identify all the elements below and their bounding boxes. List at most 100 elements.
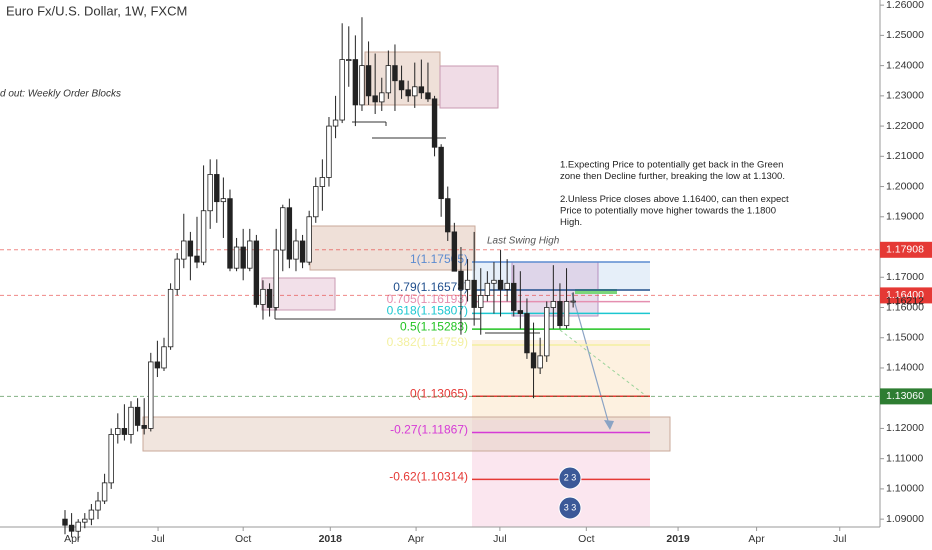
candle-body <box>121 428 128 435</box>
price-tag <box>880 241 932 258</box>
y-tick-label: 1.12000 <box>886 422 924 434</box>
x-tick-label: Jul <box>493 533 506 545</box>
y-tick-label: 1.14000 <box>886 362 924 374</box>
candle-body <box>385 65 392 94</box>
fib-label: 0(1.13065) <box>410 386 468 400</box>
candle-body <box>194 255 200 263</box>
x-tick-label: Apr <box>64 533 81 545</box>
chart-title: Euro Fx/U.S. Dollar, 1W, FXCM <box>6 3 187 18</box>
candle-body <box>273 249 279 308</box>
y-tick-label: 1.23000 <box>886 90 924 102</box>
candle-body <box>101 482 108 502</box>
candle-body <box>141 425 147 429</box>
y-tick-label: 1.26000 <box>886 0 924 11</box>
x-tick-label: 2019 <box>666 533 690 545</box>
y-tick-label: 1.20000 <box>886 180 924 192</box>
candle-body <box>299 240 306 263</box>
candle-body <box>405 89 411 97</box>
candle-body <box>372 95 378 103</box>
candle-body <box>464 279 471 290</box>
candle-body <box>412 86 418 97</box>
candle-body <box>227 198 233 269</box>
candle-body <box>68 524 75 532</box>
candle-body <box>247 240 253 269</box>
candle-body <box>260 288 266 305</box>
candle-body <box>181 240 187 260</box>
candle-body <box>471 279 477 308</box>
candle-body <box>537 355 543 369</box>
target-zone <box>575 289 617 294</box>
candle-body <box>458 270 464 290</box>
candle-body <box>445 198 451 233</box>
y-tick-label: 1.24000 <box>886 59 924 71</box>
fib-label: 0.618(1.15807) <box>387 303 468 317</box>
candle-body <box>280 207 286 251</box>
candle-body <box>563 301 570 327</box>
candle-body <box>418 86 425 94</box>
fib-label: 0.79(1.16578) <box>393 280 468 294</box>
y-tick-label: 1.17000 <box>886 271 924 283</box>
candle-body <box>359 65 365 106</box>
x-tick-label: Jul <box>151 533 164 545</box>
fib-label: -0.62(1.10314) <box>389 470 468 484</box>
candle-body <box>557 301 563 327</box>
order-block <box>439 65 499 109</box>
candle-body <box>154 361 161 369</box>
candle-body <box>365 65 372 97</box>
candle-body <box>62 518 68 526</box>
projection-arrow <box>571 292 611 429</box>
candle-body <box>504 282 510 290</box>
candle-body <box>286 207 293 260</box>
candle-body <box>379 92 385 103</box>
price-label: 1.13060 <box>886 390 924 402</box>
candle-body <box>95 500 101 511</box>
fib-label: 0.5(1.15283) <box>400 319 468 333</box>
candle-body <box>187 240 194 257</box>
candle-body <box>517 310 524 314</box>
candle-body <box>524 313 530 354</box>
candle-body <box>313 186 319 218</box>
price-label: 1.17908 <box>886 244 924 256</box>
candle-body <box>570 300 576 303</box>
y-tick-label: 1.10000 <box>886 483 924 495</box>
annotation: zone then Decline further, breaking the … <box>560 171 785 182</box>
y-tick-label: 1.16000 <box>886 301 924 313</box>
candle-body <box>293 240 299 260</box>
annotation: 2.Unless Price closes above 1.16400, can… <box>560 194 789 205</box>
candle-body <box>220 198 227 203</box>
event-badge <box>558 466 582 490</box>
candle-body <box>544 307 550 357</box>
candle-body <box>82 518 88 523</box>
candle-body <box>511 282 517 311</box>
order-block <box>142 416 671 452</box>
candle-body <box>431 98 438 148</box>
candle-body <box>266 288 273 308</box>
price-tag <box>880 287 932 304</box>
annotation: Price to potentially move higher towards… <box>560 206 776 217</box>
annotation: 1.Expecting Price to potentially get bac… <box>560 160 783 171</box>
event-badge-label: 3 3 <box>564 502 577 512</box>
candle-body <box>319 177 326 187</box>
swing-label: Last Swing High <box>487 236 560 247</box>
annotation: High. <box>560 217 582 228</box>
candle-body <box>148 361 154 429</box>
y-tick-label: 1.11000 <box>886 452 923 464</box>
candle-body <box>253 240 260 305</box>
candle-body <box>134 406 141 426</box>
candle-body <box>478 294 484 308</box>
candle-body <box>174 258 180 290</box>
candle-body <box>398 80 405 91</box>
price-label: 1.16212 <box>886 295 924 307</box>
event-badge-label: 2 3 <box>564 472 577 482</box>
candle-body <box>392 65 398 82</box>
event-badge <box>558 496 582 520</box>
candle-body <box>332 119 339 127</box>
candle-body <box>128 406 134 435</box>
candle-body <box>425 92 431 100</box>
x-tick-label: Oct <box>578 533 594 545</box>
candle-body <box>108 434 114 484</box>
y-tick-label: 1.19000 <box>886 211 924 223</box>
y-tick-label: 1.25000 <box>886 29 924 41</box>
candle-body <box>491 279 497 284</box>
